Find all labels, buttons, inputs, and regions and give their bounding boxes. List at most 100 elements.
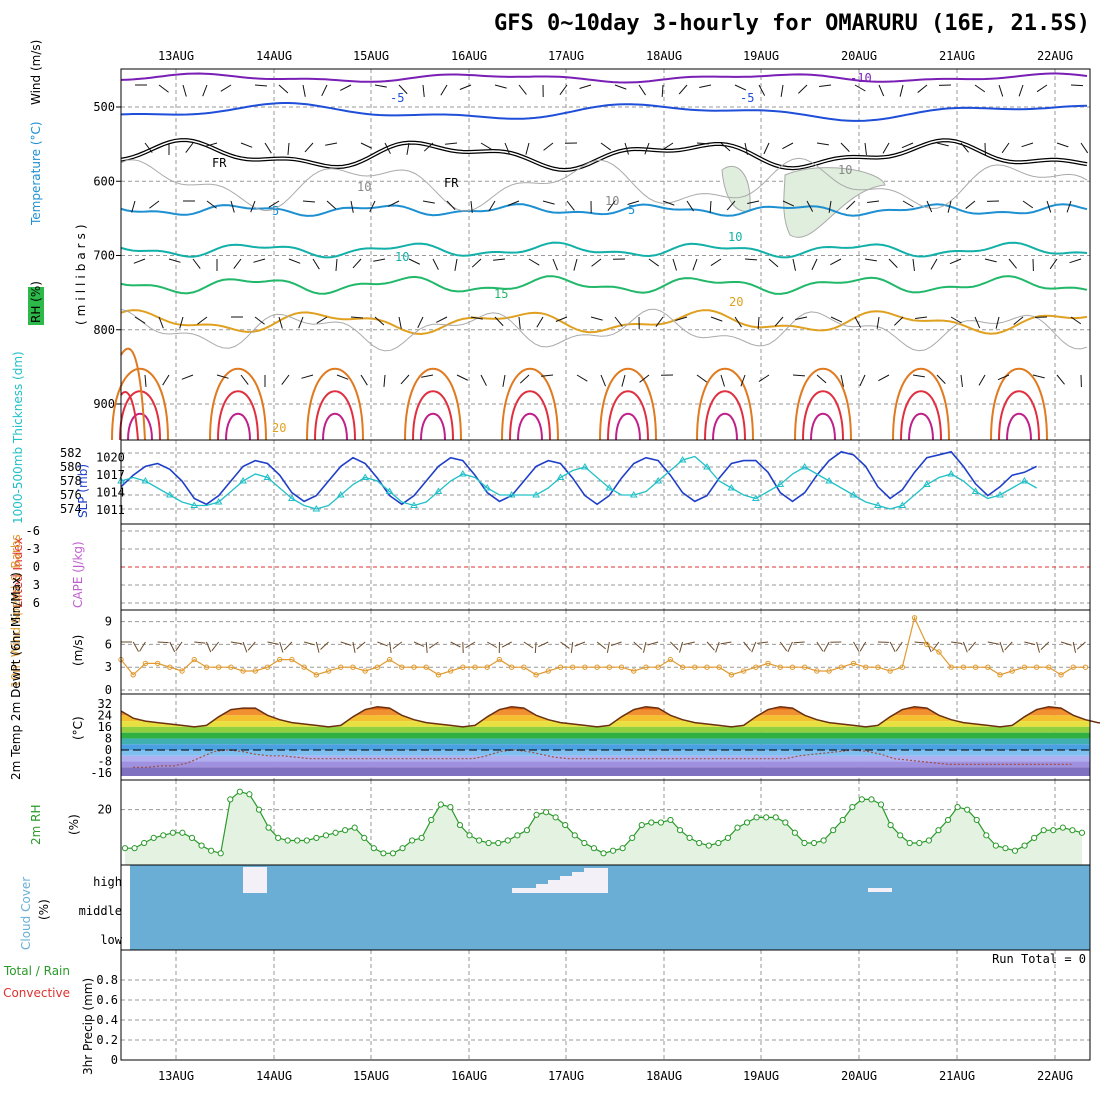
thickness-marker xyxy=(703,463,711,470)
wind-barb xyxy=(254,316,265,325)
wind-barb xyxy=(216,374,229,379)
upper-air-panel: 500 600 700 800 900 -10 -5 -5 FR FR 5 5 10 10 15 20 20 10… xyxy=(28,40,1091,441)
tick-label: 6 xyxy=(105,637,112,651)
wind-barb xyxy=(422,84,425,97)
wind-barb xyxy=(377,641,388,647)
temp-band xyxy=(121,744,1090,750)
cloud-level-label: low xyxy=(100,933,122,947)
wind-barb xyxy=(388,200,400,207)
thickness-line xyxy=(120,455,1037,510)
wind-barb xyxy=(194,641,206,644)
wind-barb xyxy=(936,374,946,384)
cloud-bg xyxy=(130,865,1090,950)
rh-point xyxy=(954,804,961,811)
tick-label: 3 xyxy=(33,578,40,592)
wind-barb xyxy=(268,200,280,208)
rh-point xyxy=(648,819,655,826)
cloud-gap xyxy=(512,888,524,893)
isotherm-line xyxy=(120,203,1088,217)
date-label-top: 20AUG xyxy=(841,49,877,63)
rh-point xyxy=(916,839,923,847)
wind-barb xyxy=(859,641,867,652)
thickness-marker xyxy=(800,463,809,470)
wind-barb xyxy=(962,641,968,653)
tick-label: -6 xyxy=(26,524,40,538)
thickness-marker xyxy=(190,501,199,508)
wind-barb xyxy=(230,641,242,645)
wind-barb xyxy=(175,641,183,652)
wind-barb xyxy=(570,641,574,653)
wind-barb xyxy=(1021,142,1034,148)
bottom-date-axis: 13AUG 14AUG 15AUG 16AUG 17AUG 18AUG 19AUG 20AUG… xyxy=(158,1069,1073,1083)
wind-barb xyxy=(655,316,664,328)
tick-label: 0 xyxy=(105,683,112,697)
wind-point xyxy=(313,672,320,678)
wind-barb xyxy=(316,316,328,324)
rh-point xyxy=(523,827,531,834)
surface-isotherm xyxy=(217,390,259,441)
thickness-marker xyxy=(654,477,663,484)
tick-label-right: 1014 xyxy=(96,486,125,500)
wind-barb xyxy=(846,200,856,210)
wind-point xyxy=(545,668,551,674)
rh-point xyxy=(983,832,990,839)
temp-band xyxy=(121,726,1090,733)
surface-isotherm xyxy=(119,390,161,441)
wind-barb xyxy=(997,374,1010,381)
wind-barb xyxy=(978,374,986,386)
rh-point xyxy=(1050,827,1057,834)
wind-barb xyxy=(144,374,147,387)
rh-point xyxy=(810,839,818,847)
wind-barb xyxy=(864,258,877,262)
wind-barb xyxy=(422,200,435,204)
ylabel-lifted: Lifted Index xyxy=(11,537,25,608)
rh-point xyxy=(265,824,272,831)
date-label-top: 14AUG xyxy=(256,49,292,63)
date-label-top: 15AUG xyxy=(353,49,389,63)
temp-band xyxy=(121,761,1090,768)
wind-barb xyxy=(384,142,391,154)
wind-barb xyxy=(644,142,650,155)
tick-label: 24 xyxy=(98,708,112,722)
contour-label: 5 xyxy=(272,204,279,218)
wind-barb xyxy=(542,200,555,205)
wind-barb xyxy=(720,374,725,387)
rh-point xyxy=(514,832,521,839)
cloud-gap xyxy=(524,888,536,893)
wind-barb xyxy=(279,641,284,653)
rh-point xyxy=(1069,827,1076,834)
wind-barb xyxy=(304,142,314,153)
ylabel-total-rain: Total / Rain xyxy=(3,964,70,978)
wind-barb xyxy=(763,142,770,155)
thickness-marker xyxy=(996,491,1004,498)
ylabel-convective: Convective xyxy=(3,986,70,1000)
wind-point xyxy=(179,668,185,674)
wind-barb xyxy=(162,374,170,386)
wind-barb xyxy=(984,258,997,263)
tick-label: 20 xyxy=(98,803,112,817)
wind-barb xyxy=(340,84,352,91)
precip-panel: 0.8 0.6 0.4 0.2 0 Total / Rain Convective 3hr P… xyxy=(3,949,1091,1075)
thickness-marker xyxy=(385,487,394,494)
wind-barb xyxy=(974,316,981,329)
wind-barb xyxy=(930,258,938,270)
wind-barb xyxy=(413,641,425,647)
contour-label: 10 xyxy=(605,194,619,208)
surface-isotherm xyxy=(120,347,146,441)
wind-barb xyxy=(408,258,421,265)
ylabel-rh: RH (%) xyxy=(29,281,43,323)
wind-barb xyxy=(591,258,602,267)
rh-point xyxy=(1021,842,1028,849)
wind-barb xyxy=(864,142,867,155)
date-label-bottom: 21AUG xyxy=(939,1069,975,1083)
wind-barb xyxy=(806,200,814,212)
wind-barb xyxy=(440,84,448,96)
isotherm-line xyxy=(120,102,1088,122)
wind-barb xyxy=(1004,641,1013,651)
wind-barb xyxy=(882,142,890,154)
tick-label-left: 576 xyxy=(60,488,82,502)
wind-barb xyxy=(624,142,629,155)
rh-point xyxy=(849,804,856,811)
rh-point xyxy=(342,827,349,834)
